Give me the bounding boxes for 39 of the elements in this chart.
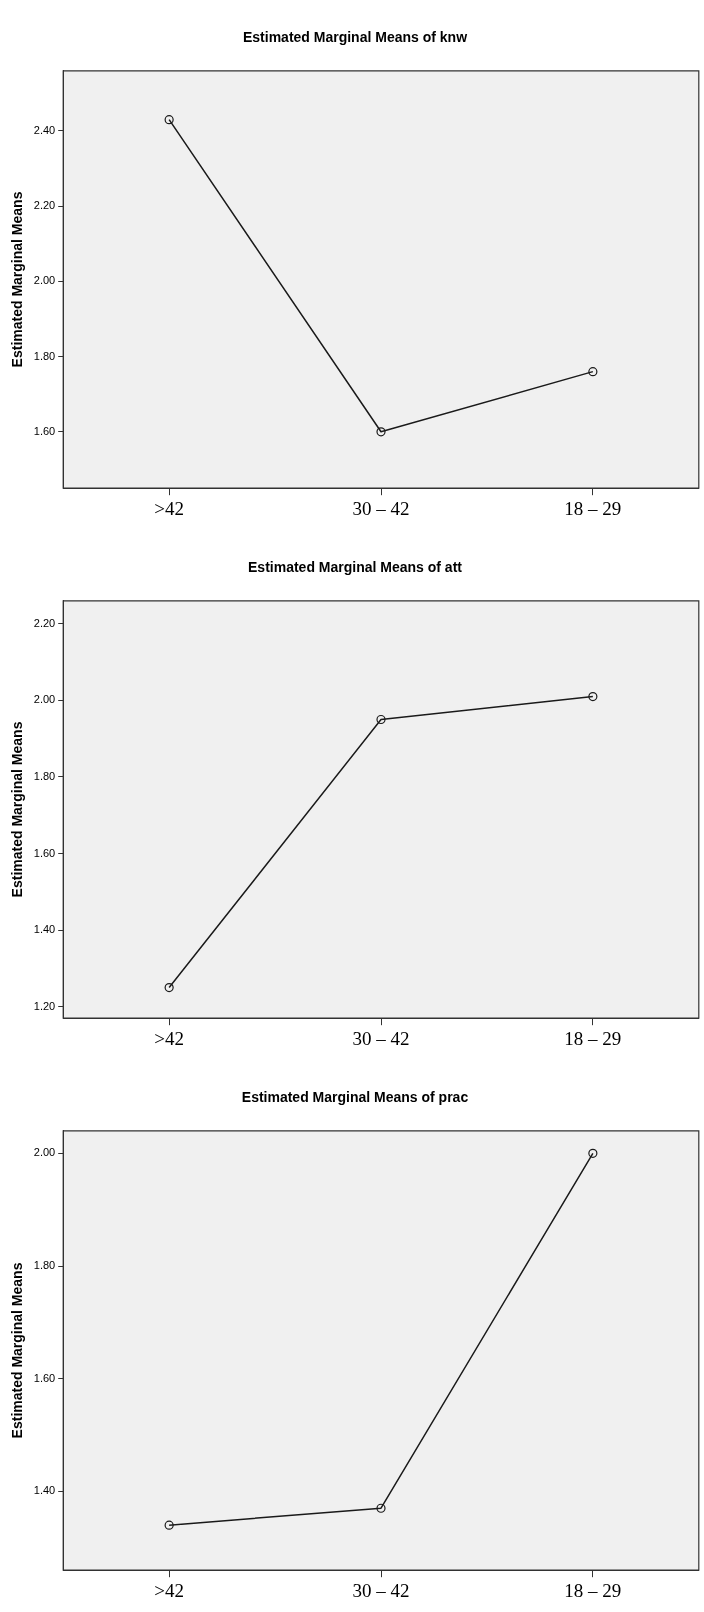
y-tick-label: 1.60 [33, 846, 56, 859]
chart-title: Estimated Marginal Means of prac [241, 1089, 469, 1106]
x-tick-label: 18 – 29 [564, 1027, 622, 1049]
point [588, 691, 598, 702]
x-tick-label: 30 – 42 [352, 497, 410, 519]
y-tick-label: 2.20 [33, 199, 56, 212]
point [376, 427, 386, 437]
y-tick-label: 1.80 [33, 769, 56, 782]
x-tick-label: 18 – 29 [564, 497, 622, 519]
point [164, 1520, 174, 1530]
y-tick-label: 1.40 [33, 1484, 56, 1497]
point [376, 1503, 386, 1513]
x-tick-label: >42 [154, 1579, 184, 1601]
point [376, 714, 386, 725]
y-tick-label: 1.20 [33, 999, 56, 1012]
chart-title: Estimated Marginal Means of knw [242, 29, 468, 46]
y-tick-label: 2.00 [33, 693, 56, 706]
y-tick-label: 1.60 [33, 424, 56, 437]
x-tick-label: 30 – 42 [352, 1579, 410, 1601]
x-tick-label: 18 – 29 [564, 1579, 622, 1601]
y-tick-label: 2.00 [33, 274, 56, 287]
x-tick-label: 30 – 42 [352, 1027, 410, 1049]
chart-title: Estimated Marginal Means of att [248, 559, 463, 576]
point [164, 982, 174, 993]
y-axis-title: Estimated Marginal Means [9, 1262, 26, 1439]
y-tick-label: 1.40 [33, 923, 56, 936]
y-tick-label: 1.80 [33, 349, 56, 362]
y-axis-title: Estimated Marginal Means [9, 721, 26, 898]
y-tick-label: 1.60 [33, 1371, 56, 1384]
y-tick-label: 2.00 [33, 1146, 56, 1159]
y-tick-label: 1.80 [33, 1259, 56, 1272]
x-tick-label: >42 [154, 1027, 184, 1049]
y-tick-label: 2.40 [33, 124, 56, 136]
point [588, 1148, 598, 1158]
point [164, 115, 174, 125]
y-axis-title: Estimated Marginal Means [9, 191, 26, 368]
y-tick-label: 2.20 [33, 616, 56, 629]
point [588, 367, 598, 377]
x-tick-label: >42 [154, 497, 184, 519]
